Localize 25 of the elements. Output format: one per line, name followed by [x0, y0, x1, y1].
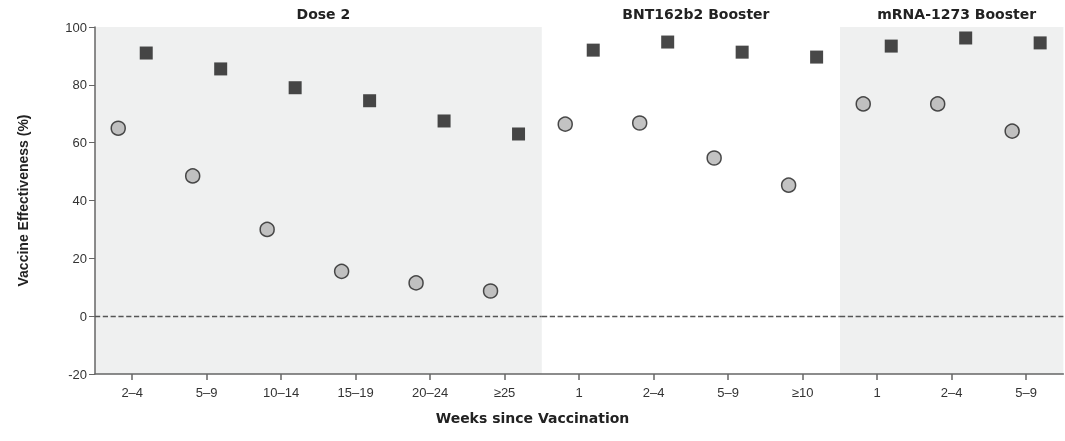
x-tick-label: 15–19: [337, 385, 374, 400]
y-tick-label: 100: [65, 19, 87, 35]
y-tick-label: 80: [72, 77, 87, 93]
y-tick-label: 60: [72, 135, 87, 151]
x-tick-label: 2–4: [121, 385, 144, 400]
y-tick-label: -20: [68, 366, 87, 382]
chart-title: mRNA-1273 Booster: [876, 6, 1036, 22]
y-tick-label: 40: [72, 193, 87, 208]
x-tick-label: 5–9: [717, 385, 739, 400]
chart-title: Dose 2: [296, 6, 351, 22]
x-tick-label: 1: [575, 385, 583, 400]
x-tick-label: 5–9: [195, 385, 218, 400]
x-tick-label: 1: [873, 385, 881, 400]
x-axis-title: Weeks since Vaccination: [434, 410, 631, 426]
x-tick-label: 2–4: [642, 385, 665, 400]
x-tick-label: 20–24: [412, 385, 449, 400]
chart-title: BNT162b2 Booster: [622, 6, 770, 22]
y-axis-title: Vaccine Effectiveness (%): [15, 114, 31, 287]
y-tick-label: 20: [72, 250, 87, 266]
x-tick-label: 10–14: [263, 385, 300, 400]
y-tick-label: 0: [79, 308, 87, 324]
x-tick-label: ≥25: [493, 385, 516, 400]
x-tick-label: 5–9: [1014, 385, 1037, 400]
x-tick-label: ≥10: [791, 385, 814, 400]
x-tick-label: 2–4: [940, 385, 963, 400]
